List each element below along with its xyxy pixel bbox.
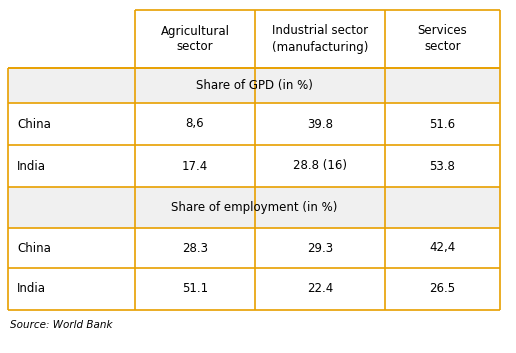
Text: 51.6: 51.6 bbox=[429, 118, 456, 131]
Text: 28.8 (16): 28.8 (16) bbox=[293, 160, 347, 173]
Text: 28.3: 28.3 bbox=[182, 241, 208, 255]
Text: 8,6: 8,6 bbox=[186, 118, 204, 131]
Text: 39.8: 39.8 bbox=[307, 118, 333, 131]
Text: 51.1: 51.1 bbox=[182, 282, 208, 295]
Text: Share of GPD (in %): Share of GPD (in %) bbox=[196, 79, 312, 92]
Text: China: China bbox=[17, 241, 51, 255]
Text: 17.4: 17.4 bbox=[182, 160, 208, 173]
Text: India: India bbox=[17, 282, 46, 295]
Text: 22.4: 22.4 bbox=[307, 282, 333, 295]
Text: 42,4: 42,4 bbox=[429, 241, 456, 255]
Text: Share of employment (in %): Share of employment (in %) bbox=[171, 201, 337, 214]
Text: Industrial sector
(manufacturing): Industrial sector (manufacturing) bbox=[272, 24, 368, 54]
Bar bbox=[8, 187, 500, 228]
Text: 29.3: 29.3 bbox=[307, 241, 333, 255]
Text: Agricultural
sector: Agricultural sector bbox=[160, 24, 230, 54]
Text: China: China bbox=[17, 118, 51, 131]
Text: Services
sector: Services sector bbox=[417, 24, 467, 54]
Bar bbox=[8, 68, 500, 103]
Text: 53.8: 53.8 bbox=[429, 160, 456, 173]
Text: Source: World Bank: Source: World Bank bbox=[10, 320, 112, 330]
Text: 26.5: 26.5 bbox=[429, 282, 456, 295]
Text: India: India bbox=[17, 160, 46, 173]
